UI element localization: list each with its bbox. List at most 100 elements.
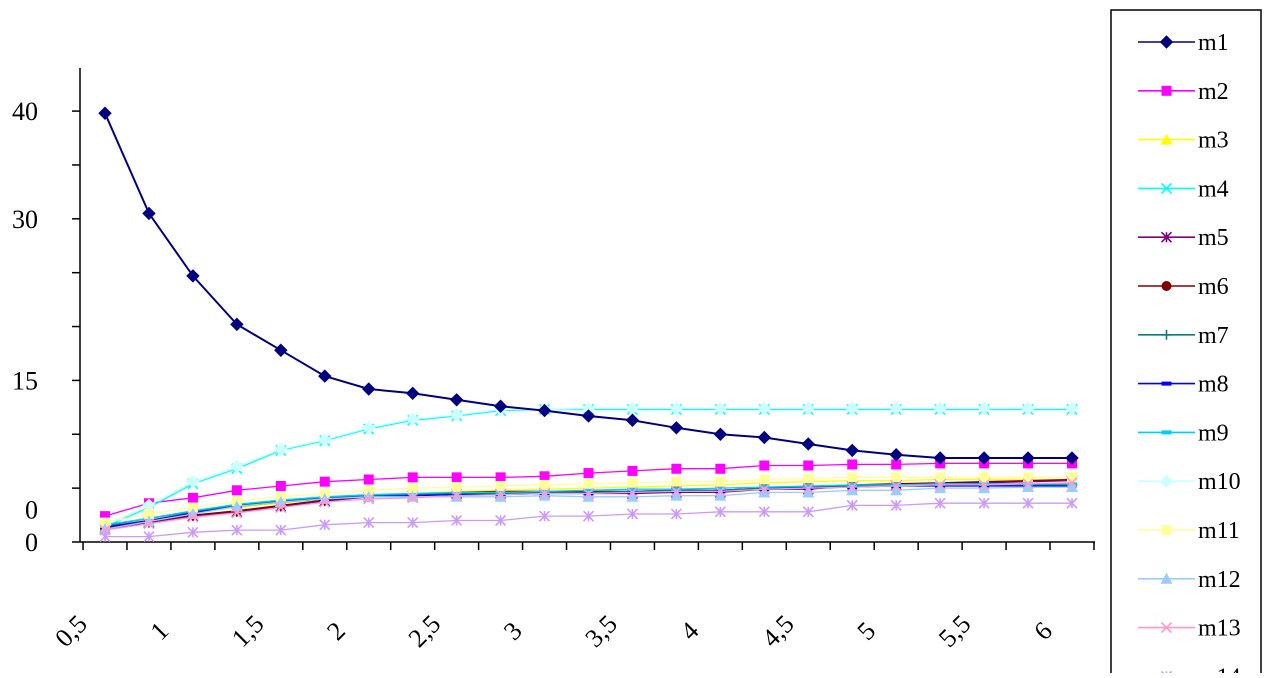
data-point [1067,472,1077,483]
x-tick-label: 2,5 [403,609,446,652]
legend-entry: m12 [1138,567,1241,593]
data-point [670,485,682,497]
data-point [890,499,902,511]
data-point [143,508,154,519]
legend-box [1110,9,1262,678]
data-point [1066,477,1078,489]
data-point [319,519,331,531]
data-point [362,421,376,435]
data-point [802,486,815,498]
data-point [1021,401,1035,416]
data-point [890,480,902,492]
data-point [934,482,947,494]
data-point [1065,451,1079,465]
legend-entry: m11 [1138,518,1240,544]
data-point [627,477,638,488]
legend-entry: m9 [1138,420,1229,446]
data-point [758,486,771,498]
x-tick-label: 3,5 [579,609,622,652]
legend-entry: m1 [1138,30,1229,56]
data-point [451,472,462,483]
data-point [583,468,594,479]
data-point [187,511,199,523]
data-point [537,403,552,418]
data-point [714,489,727,501]
data-point [846,484,859,496]
series-m14 [99,497,1078,543]
data-point [319,476,330,487]
y-tick-label: 15 [12,366,38,395]
data-point [405,412,420,426]
data-point [539,479,550,490]
data-point [759,474,770,485]
data-point [978,479,990,491]
data-point [1022,478,1034,490]
data-point [363,485,374,496]
data-point [319,496,331,508]
data-point [847,459,858,470]
data-point [757,430,772,445]
data-point [274,343,288,357]
x-tick-label: 5,5 [933,609,976,652]
legend: m1 m2 m3 m4 m5 m6 m7 m8 m9 m10 m11 m12 m13 m14 [1110,9,1262,678]
data-point [186,474,200,489]
y-tick-label: 30 [12,205,38,234]
legend-label: m6 [1198,274,1229,300]
data-point [1023,472,1034,483]
data-point [671,476,682,487]
legend-entry: m5 [1138,225,1229,251]
data-point [671,487,682,492]
data-point [451,514,463,527]
data-point [1021,451,1035,465]
data-point [889,401,903,416]
legend-label: m10 [1198,469,1241,495]
data-point [231,524,243,536]
data-point [759,460,770,471]
data-point [363,474,374,485]
data-point [493,399,508,413]
data-point [582,487,595,500]
legend-label: m9 [1198,420,1229,446]
data-point [670,489,683,501]
data-point [671,463,682,474]
data-point [801,401,815,416]
data-point [230,500,243,512]
legend-label: m3 [1198,128,1229,154]
data-point [1065,401,1079,416]
data-point [891,472,902,483]
data-point [186,269,200,283]
legend-label: m8 [1198,372,1229,398]
data-point [713,427,728,441]
data-point [495,514,507,527]
legend-entry: m3 [1138,128,1229,154]
data-point [713,401,728,416]
legend-label: m12 [1198,567,1241,593]
x-tick-label: 5 [851,616,881,646]
legend-label: m4 [1198,176,1229,202]
legend-label: m5 [1198,225,1229,251]
data-point [538,487,551,500]
data-point [318,369,332,383]
data-point [230,317,244,332]
data-point [714,506,726,518]
data-point [275,480,286,491]
series-m10 [98,401,1079,532]
data-point [407,492,419,504]
data-point [802,482,814,494]
data-point [405,386,420,401]
legend-entry: m8 [1138,372,1229,398]
data-point [977,401,991,416]
data-point [935,472,946,483]
legend-label: m7 [1198,323,1229,349]
data-point [100,517,110,528]
series-line [104,407,1072,526]
legend-marker [1161,430,1172,435]
data-point [801,437,815,451]
data-point [979,472,990,483]
data-point [846,481,858,493]
x-tick-label: 3 [498,616,528,646]
data-point [449,393,464,407]
legend-entry: m7 [1138,323,1229,349]
